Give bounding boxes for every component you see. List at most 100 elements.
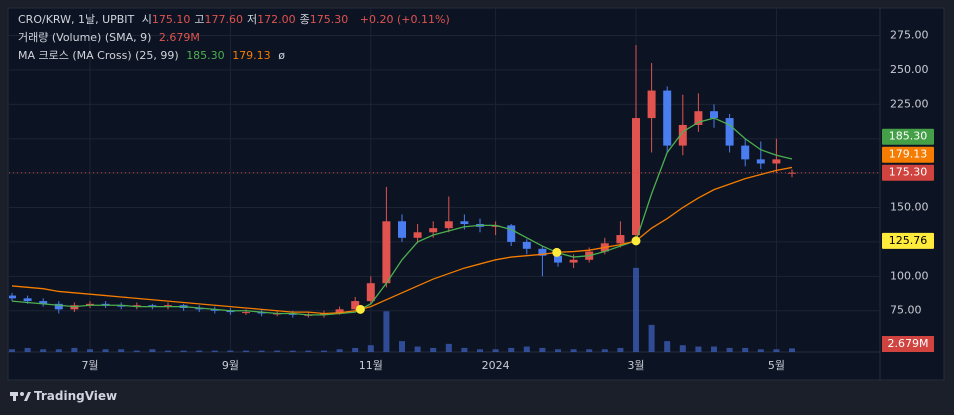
x-tick-label: 5월	[768, 359, 785, 372]
candle-body	[86, 303, 94, 306]
candle-body	[9, 295, 16, 299]
ohlc-value: 177.60	[204, 13, 244, 26]
candle-body	[460, 221, 469, 225]
candle-body	[54, 303, 63, 310]
volume-bar	[367, 345, 374, 352]
candle-body	[569, 259, 578, 263]
x-tick-label: 11월	[359, 359, 383, 372]
volume-bar	[118, 349, 125, 352]
price-label-box	[882, 128, 934, 145]
volume-bar	[757, 349, 764, 352]
volume-bar	[24, 347, 31, 352]
legend-line-2: 거래량 (Volume) (SMA, 9) 2.679M	[18, 29, 204, 45]
candle-body	[242, 312, 250, 314]
volume-bar	[9, 349, 15, 352]
volume-bar	[383, 311, 390, 352]
volume-bar	[523, 346, 530, 352]
volume-bar	[601, 349, 608, 352]
candle-body	[226, 310, 235, 313]
y-tick-label: 225.00	[890, 97, 929, 110]
volume-bar	[695, 346, 702, 352]
volume-bar	[445, 343, 452, 352]
candle-body	[788, 172, 796, 174]
volume-bar	[742, 347, 749, 352]
volume-bar	[87, 349, 93, 352]
candle-body	[148, 305, 157, 307]
candle-body	[117, 305, 126, 307]
y-tick-label: 250.00	[890, 63, 929, 76]
x-tick-label: 2024	[482, 359, 510, 372]
volume-bar	[227, 350, 234, 352]
volume-bar	[539, 347, 546, 352]
symbol: CRO/KRW, 1날, UPBIT	[18, 13, 135, 26]
candle-body	[616, 235, 625, 244]
ma-line	[11, 117, 793, 316]
volume-label: 2.679M	[888, 337, 929, 350]
volume-bar	[289, 350, 296, 352]
logo-dot	[20, 392, 24, 396]
volume-bar	[679, 345, 686, 352]
volume-bar	[305, 350, 312, 352]
candle-body	[632, 118, 640, 236]
logo-slash	[24, 392, 31, 401]
candle-body	[694, 111, 703, 125]
volume-bar	[492, 349, 499, 352]
price-label-box	[882, 232, 934, 249]
volume-bar	[461, 347, 468, 352]
candle-body	[678, 124, 687, 146]
price-label: 179.13	[889, 148, 928, 161]
volume-bar	[196, 350, 203, 352]
ma25-value: 185.30	[186, 49, 225, 62]
ohlc-value: 172.00	[257, 13, 296, 26]
candle-body	[195, 307, 204, 310]
ma99-value: 179.13	[232, 49, 271, 62]
ohlc-key: 저	[247, 13, 258, 26]
candle-body	[164, 305, 172, 307]
price-label: 185.30	[889, 130, 928, 143]
volume-bar	[586, 349, 593, 352]
volume-bar	[321, 350, 327, 352]
candle-body	[538, 248, 547, 256]
volume-bar	[336, 349, 343, 352]
volume-bar	[274, 350, 281, 352]
candle-body	[725, 118, 734, 146]
y-tick-label: 75.00	[890, 304, 922, 317]
candle-body	[710, 111, 718, 119]
volume-bar	[180, 350, 187, 352]
volume-bar	[508, 347, 515, 352]
volume-bar	[258, 350, 265, 352]
candle-body	[288, 313, 297, 315]
logo-stem	[13, 392, 16, 401]
candle-body	[335, 309, 344, 314]
candle-body	[772, 159, 781, 164]
candle-body	[522, 241, 531, 249]
footer-brand: TradingView	[34, 389, 118, 403]
candle-body	[741, 145, 750, 160]
candle-body	[756, 159, 765, 164]
candle-body	[507, 225, 516, 242]
candle-body	[257, 312, 266, 314]
volume-bar	[633, 267, 639, 352]
volume-bar	[430, 347, 437, 352]
volume-value: 2.679M	[158, 31, 200, 44]
price-label-box	[882, 146, 934, 163]
ma-cross	[552, 247, 562, 257]
candle-body	[320, 313, 328, 315]
change: +0.20 (+0.11%)	[359, 13, 450, 26]
volume-bar	[555, 349, 561, 352]
ma-extra: ø	[278, 49, 285, 62]
candle-body	[23, 298, 32, 302]
candle-body	[429, 228, 438, 233]
candle-body	[351, 301, 360, 310]
volume-bar	[71, 347, 78, 352]
volume-bar	[570, 349, 577, 352]
ma-cross	[355, 304, 365, 314]
volume-bar	[617, 347, 624, 352]
candle-body	[366, 283, 375, 302]
candle-body	[398, 221, 406, 238]
volume-bar	[648, 324, 655, 352]
legend-line-1: CRO/KRW, 1날, UPBIT 시175.10 고177.60 저172.00…	[18, 11, 454, 27]
ohlc-value: 175.30	[309, 13, 349, 26]
volume-bar	[789, 348, 795, 352]
